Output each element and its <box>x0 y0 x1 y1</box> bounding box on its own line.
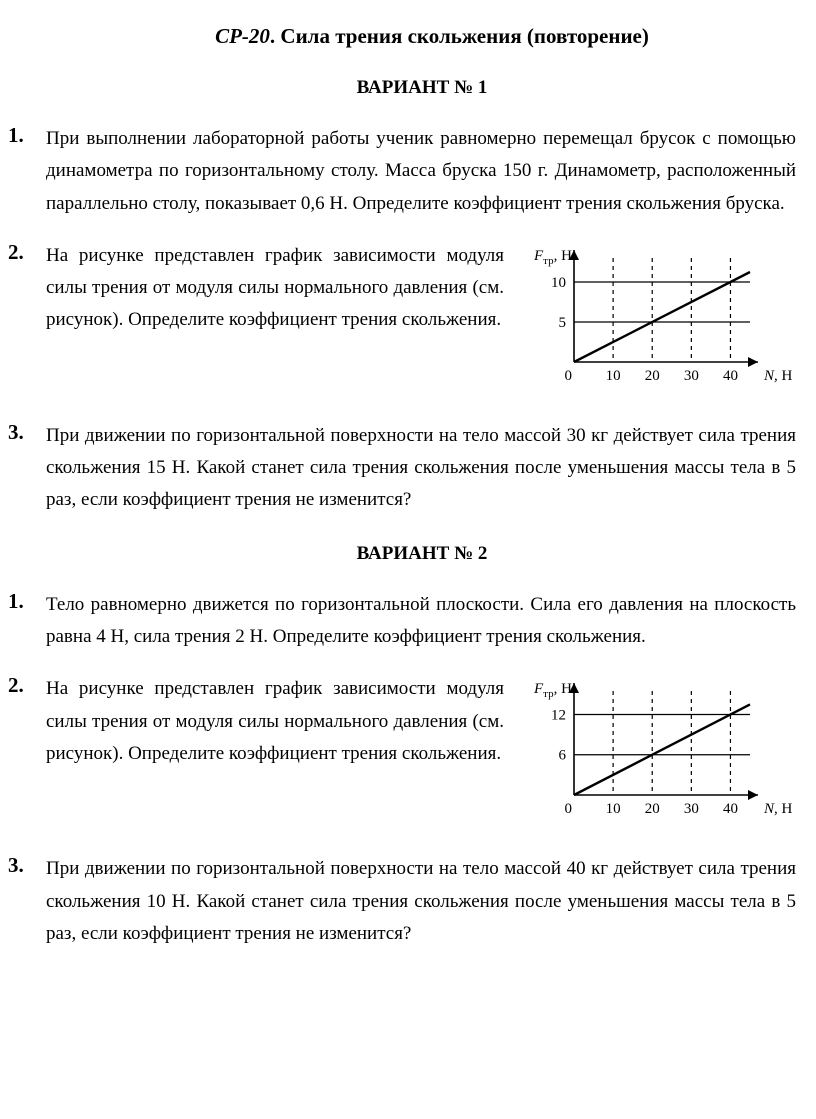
svg-text:10: 10 <box>606 801 621 817</box>
problem-v2-3: 3. При движении по горизонтальной поверх… <box>8 853 796 950</box>
svg-text:N, Н: N, Н <box>763 368 793 384</box>
problem-text: Тело равномерно движется по горизонтальн… <box>46 589 796 654</box>
friction-chart-v2: 10 20 30 40 0 6 12 Fтр, Н N, Н <box>516 673 796 833</box>
problem-text: При движении по горизонтальной поверхнос… <box>46 853 796 950</box>
svg-text:6: 6 <box>559 748 567 764</box>
svg-text:20: 20 <box>645 801 660 817</box>
page-title: СР-20. Сила трения скольжения (повторени… <box>8 24 796 49</box>
problem-text: На рисунке представлен график зависимост… <box>46 240 504 400</box>
problem-number: 3. <box>8 420 46 445</box>
problem-v1-2: 2. На рисунке представлен график зависим… <box>8 240 796 400</box>
svg-text:0: 0 <box>565 801 573 817</box>
svg-text:10: 10 <box>551 275 566 291</box>
problem-v2-2: 2. На рисунке представлен график зависим… <box>8 673 796 833</box>
problem-number: 3. <box>8 853 46 878</box>
svg-text:Fтр, Н: Fтр, Н <box>533 681 572 700</box>
svg-text:10: 10 <box>606 368 621 384</box>
svg-text:N, Н: N, Н <box>763 801 793 817</box>
svg-text:12: 12 <box>551 708 566 724</box>
variant-heading-1: ВАРИАНТ № 1 <box>8 77 796 99</box>
svg-text:30: 30 <box>684 368 699 384</box>
problem-text: При движении по горизонтальной поверхнос… <box>46 420 796 517</box>
svg-text:40: 40 <box>723 368 738 384</box>
problem-text: На рисунке представлен график зависимост… <box>46 673 504 833</box>
problem-v1-3: 3. При движении по горизонтальной поверх… <box>8 420 796 517</box>
svg-text:40: 40 <box>723 801 738 817</box>
problem-v2-1: 1. Тело равномерно движется по горизонта… <box>8 589 796 654</box>
problem-number: 1. <box>8 589 46 614</box>
problem-number: 2. <box>8 240 46 265</box>
title-text: . Сила трения скольжения (повторение) <box>270 24 649 48</box>
svg-text:Fтр, Н: Fтр, Н <box>533 248 572 267</box>
title-code: СР-20 <box>215 24 270 48</box>
problem-v1-1: 1. При выполнении лабораторной работы уч… <box>8 123 796 220</box>
svg-text:5: 5 <box>559 315 567 331</box>
problem-number: 1. <box>8 123 46 148</box>
svg-text:0: 0 <box>565 368 573 384</box>
problem-text: При выполнении лабораторной работы учени… <box>46 123 796 220</box>
friction-chart-v1: 10 20 30 40 0 5 10 Fтр, Н N, Н <box>516 240 796 400</box>
problem-number: 2. <box>8 673 46 698</box>
svg-text:30: 30 <box>684 801 699 817</box>
variant-heading-2: ВАРИАНТ № 2 <box>8 543 796 565</box>
svg-text:20: 20 <box>645 368 660 384</box>
